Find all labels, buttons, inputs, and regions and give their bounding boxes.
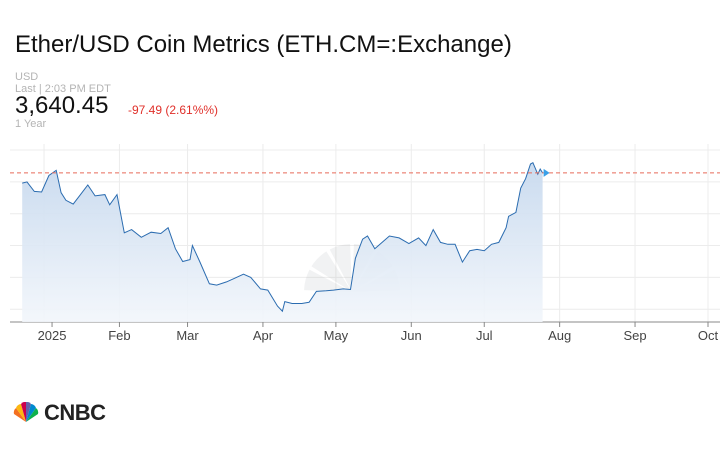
x-tick-label: Sep — [623, 328, 646, 343]
x-tick-label: Mar — [176, 328, 199, 343]
brand-name: CNBC — [44, 400, 106, 425]
chart-title: Ether/USD Coin Metrics (ETH.CM=:Exchange… — [15, 31, 512, 58]
x-tick-label: Oct — [698, 328, 719, 343]
cnbc-logo[interactable]: CNBC — [10, 400, 106, 426]
x-tick-label: Jul — [476, 328, 493, 343]
price-line — [22, 161, 544, 313]
x-tick-label: Aug — [548, 328, 571, 343]
x-tick-label: Feb — [108, 328, 130, 343]
price-area — [22, 162, 543, 322]
x-axis: 2025 Feb Mar Apr May Jun Jul Aug Sep Oct — [38, 322, 719, 343]
current-price: 3,640.45 — [15, 92, 109, 119]
last-price-marker — [543, 168, 550, 177]
price-chart: 2025 Feb Mar Apr May Jun Jul Aug Sep Oct — [10, 144, 720, 343]
last-update: Last | 2:03 PM EDT — [15, 83, 111, 95]
price-change: -97.49 (2.61%%) — [128, 103, 219, 117]
peacock-icon — [13, 402, 39, 422]
x-tick-label: Jun — [401, 328, 422, 343]
range-label: 1 Year — [15, 118, 47, 130]
x-tick-label: May — [324, 328, 349, 343]
x-tick-label: 2025 — [38, 328, 67, 343]
currency-label: USD — [15, 71, 39, 83]
x-tick-label: Apr — [253, 328, 274, 343]
